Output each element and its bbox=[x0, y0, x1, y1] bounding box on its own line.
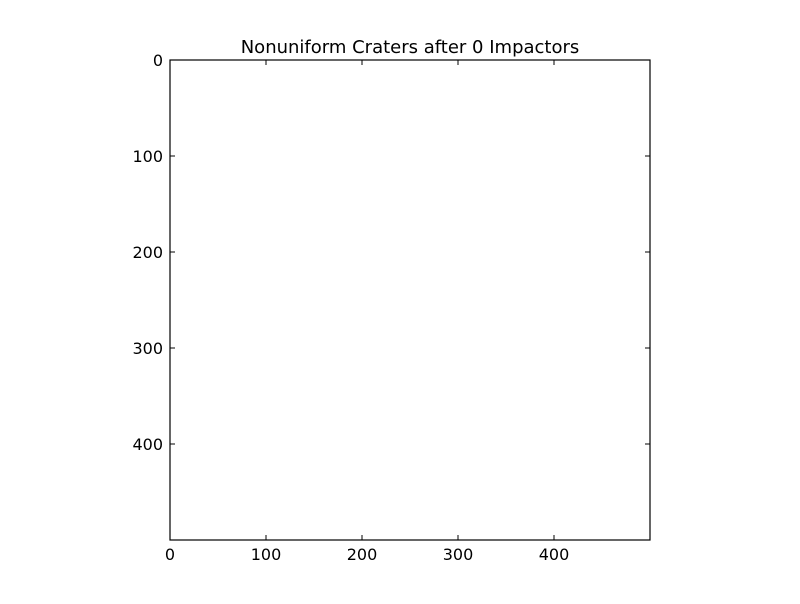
x-axis-tick-labels: 0 100 200 300 400 bbox=[165, 545, 569, 564]
plot-area bbox=[169, 59, 651, 541]
x-axis-tick-label: 200 bbox=[347, 545, 378, 564]
y-axis-ticks bbox=[170, 59, 650, 445]
x-axis-tick-label: 100 bbox=[251, 545, 282, 564]
chart-title: Nonuniform Craters after 0 Impactors bbox=[241, 37, 580, 58]
x-axis-tick-label: 400 bbox=[539, 545, 570, 564]
x-axis-tick-label: 300 bbox=[443, 545, 474, 564]
y-axis-tick-label: 300 bbox=[132, 339, 163, 358]
y-axis-tick-label: 400 bbox=[132, 435, 163, 454]
y-axis-tick-label: 100 bbox=[132, 147, 163, 166]
y-axis-tick-label: 0 bbox=[153, 51, 163, 70]
x-axis-ticks bbox=[169, 60, 555, 540]
y-axis-tick-label: 200 bbox=[132, 243, 163, 262]
x-axis-tick-label: 0 bbox=[165, 545, 175, 564]
y-axis-tick-labels: 0 100 200 300 400 bbox=[132, 51, 163, 454]
